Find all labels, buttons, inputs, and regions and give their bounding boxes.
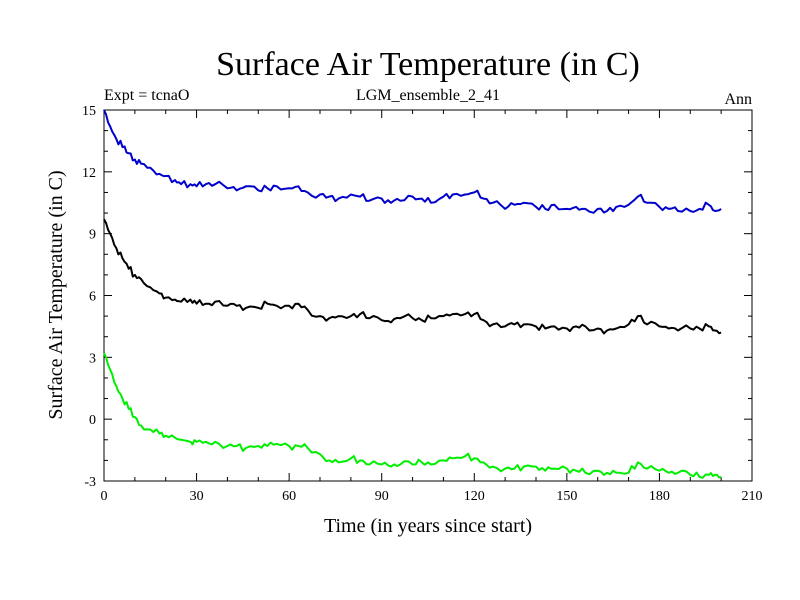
y-tick-label: 15 xyxy=(82,104,96,119)
experiment-label: Expt = tcnaO xyxy=(104,87,189,104)
x-tick-label: 30 xyxy=(190,489,204,504)
series-line-lower xyxy=(103,352,722,479)
series-line-middle xyxy=(103,218,722,335)
y-tick-label: 12 xyxy=(82,166,96,181)
x-tick-label: 0 xyxy=(101,489,108,504)
series-group xyxy=(103,109,722,479)
y-tick-label: 3 xyxy=(89,351,96,366)
chart-title: Surface Air Temperature (in C) xyxy=(216,46,640,83)
x-tick-label: 90 xyxy=(375,489,389,504)
season-label: Ann xyxy=(724,91,752,108)
series-line-upper xyxy=(103,109,722,214)
x-tick-label: 210 xyxy=(742,489,763,504)
x-tick-label: 180 xyxy=(649,489,670,504)
y-tick-label: -3 xyxy=(84,475,96,490)
y-tick-label: 6 xyxy=(89,290,96,305)
y-axis-title: Surface Air Temperature (in C) xyxy=(45,170,67,419)
plot-frame xyxy=(103,109,753,482)
x-axis-title: Time (in years since start) xyxy=(324,515,532,537)
x-tick-label: 120 xyxy=(464,489,485,504)
ensemble-label: LGM_ensemble_2_41 xyxy=(356,87,500,104)
y-tick-label: 0 xyxy=(89,413,96,428)
x-tick-label: 60 xyxy=(282,489,296,504)
y-tick-label: 9 xyxy=(89,228,96,243)
ticks-group: 0 30 60 90 120 150 180 210 -3 0 3 6 9 12 15 xyxy=(82,104,763,504)
x-tick-label: 150 xyxy=(556,489,577,504)
